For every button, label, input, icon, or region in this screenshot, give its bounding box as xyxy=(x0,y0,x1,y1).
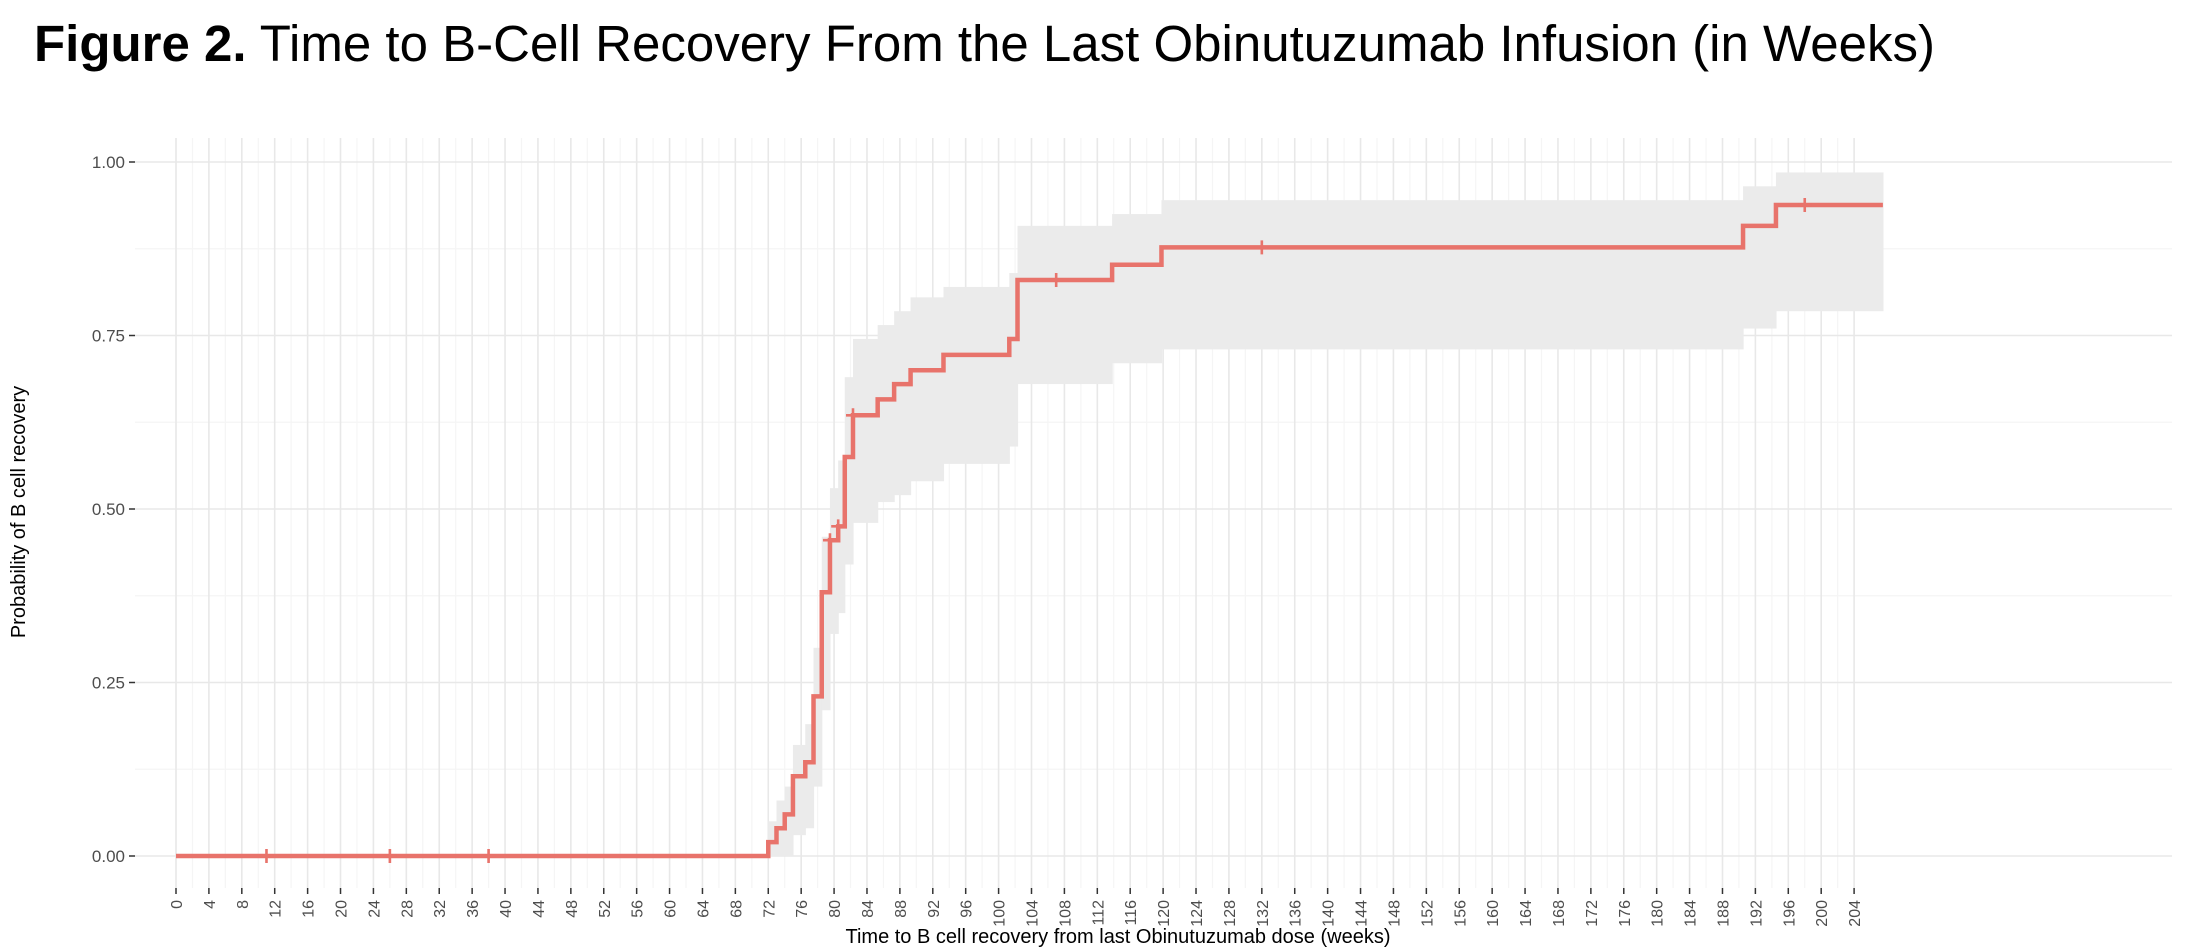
x-axis: 0 4 8 12 16 20 24 28 32 36 40 44 48 52 56 60 64 68 72 76 80 8… xyxy=(169,888,1864,927)
x-tick-label: 184 xyxy=(1683,900,1700,927)
x-tick-label: 192 xyxy=(1748,900,1765,927)
ci-band-segment xyxy=(1161,200,1744,350)
x-tick-label: 40 xyxy=(498,900,515,918)
ci-band-segment xyxy=(1775,172,1884,312)
ci-band-segment xyxy=(821,536,831,711)
censor-mark xyxy=(831,519,846,534)
x-tick-label: 196 xyxy=(1781,900,1798,927)
x-tick-label: 172 xyxy=(1584,900,1601,927)
censor-mark xyxy=(1254,240,1269,255)
x-tick-label: 60 xyxy=(663,900,680,918)
censor-mark xyxy=(1797,198,1812,213)
x-tick-label: 144 xyxy=(1354,900,1371,927)
x-axis-title: Time to B cell recovery from last Obinut… xyxy=(845,926,1390,947)
survival-curve xyxy=(176,202,1883,859)
censor-mark xyxy=(382,849,397,863)
x-tick-label: 152 xyxy=(1419,900,1436,927)
ci-band-segment xyxy=(1009,273,1019,447)
confidence-band xyxy=(768,172,1884,856)
x-tick-label: 124 xyxy=(1189,900,1206,927)
y-tick-label: 0.75 xyxy=(92,327,125,346)
ci-band-segment xyxy=(852,338,879,523)
y-tick-label: 1.00 xyxy=(92,153,125,172)
x-tick-label: 24 xyxy=(366,900,383,918)
x-tick-label: 88 xyxy=(893,900,910,918)
x-tick-label: 200 xyxy=(1814,900,1831,927)
ci-band-segment xyxy=(838,460,846,614)
x-tick-label: 0 xyxy=(169,900,186,909)
x-tick-label: 148 xyxy=(1386,900,1403,927)
x-tick-label: 120 xyxy=(1156,900,1173,927)
ci-band-segment xyxy=(805,724,815,829)
x-tick-label: 108 xyxy=(1057,900,1074,927)
x-tick-label: 112 xyxy=(1090,900,1107,926)
x-tick-label: 16 xyxy=(301,900,318,918)
ci-band-segment xyxy=(792,744,806,836)
ci-band-segment xyxy=(768,821,778,856)
y-axis-title: Probability of B cell recovery xyxy=(8,386,30,638)
x-tick-label: 32 xyxy=(432,900,449,918)
censor-mark xyxy=(1049,272,1064,287)
x-tick-label: 20 xyxy=(334,900,351,918)
x-tick-label: 64 xyxy=(695,900,712,918)
x-tick-label: 160 xyxy=(1485,900,1502,927)
figure-title: Figure 2. Time to B-Cell Recovery From t… xyxy=(34,14,1935,73)
ci-band-segment xyxy=(1112,214,1163,364)
x-tick-label: 188 xyxy=(1715,900,1732,927)
x-tick-label: 68 xyxy=(728,900,745,918)
figure-caption: Time to B-Cell Recovery From the Last Ob… xyxy=(259,15,1935,72)
ci-band-segment xyxy=(784,786,794,856)
x-tick-label: 136 xyxy=(1288,900,1305,927)
x-tick-label: 140 xyxy=(1321,900,1338,927)
y-tick-label: 0.50 xyxy=(92,500,125,519)
x-tick-label: 100 xyxy=(992,900,1009,927)
censor-mark xyxy=(259,849,274,863)
ci-band-segment xyxy=(894,311,912,496)
x-tick-label: 4 xyxy=(202,900,219,909)
x-tick-label: 176 xyxy=(1617,900,1634,927)
ci-band-segment xyxy=(829,488,839,634)
x-tick-label: 180 xyxy=(1650,900,1667,927)
x-tick-label: 84 xyxy=(860,900,877,918)
x-tick-label: 76 xyxy=(794,900,811,918)
x-tick-label: 116 xyxy=(1123,900,1140,926)
ci-band-segment xyxy=(1743,186,1777,329)
x-tick-label: 92 xyxy=(926,900,943,918)
x-tick-label: 36 xyxy=(465,900,482,918)
x-tick-label: 132 xyxy=(1255,900,1272,927)
grid-minor xyxy=(135,138,2172,888)
ci-band-segment xyxy=(910,297,945,482)
x-tick-label: 44 xyxy=(531,900,548,918)
censor-mark xyxy=(822,533,837,548)
x-tick-label: 48 xyxy=(564,900,581,918)
censor-marks xyxy=(259,198,1812,863)
ci-band-segment xyxy=(813,647,823,787)
figure-label: Figure 2. xyxy=(34,15,247,72)
y-tick-label: 0.00 xyxy=(92,847,125,866)
censor-mark xyxy=(845,408,860,423)
x-tick-label: 96 xyxy=(959,900,976,918)
x-tick-label: 128 xyxy=(1222,900,1239,927)
x-tick-label: 56 xyxy=(630,900,647,918)
y-axis: 0.00 0.25 0.50 0.75 1.00 xyxy=(92,153,135,866)
ci-band-segment xyxy=(877,325,895,503)
x-tick-label: 72 xyxy=(761,900,778,918)
x-tick-label: 28 xyxy=(399,900,416,918)
censor-mark xyxy=(481,849,496,863)
ci-band-segment xyxy=(844,377,854,565)
y-tick-label: 0.25 xyxy=(92,674,125,693)
x-tick-label: 156 xyxy=(1452,900,1469,927)
ci-band-segment xyxy=(943,286,1010,464)
x-tick-label: 168 xyxy=(1551,900,1568,927)
x-tick-label: 164 xyxy=(1518,900,1535,927)
survival-step-path xyxy=(176,202,1883,859)
x-tick-label: 204 xyxy=(1847,900,1864,927)
x-tick-label: 104 xyxy=(1025,900,1042,927)
x-tick-label: 52 xyxy=(597,900,614,918)
x-tick-label: 8 xyxy=(235,900,252,909)
x-tick-label: 80 xyxy=(827,900,844,918)
x-tick-label: 12 xyxy=(268,900,285,918)
ci-band-segment xyxy=(1017,225,1113,385)
